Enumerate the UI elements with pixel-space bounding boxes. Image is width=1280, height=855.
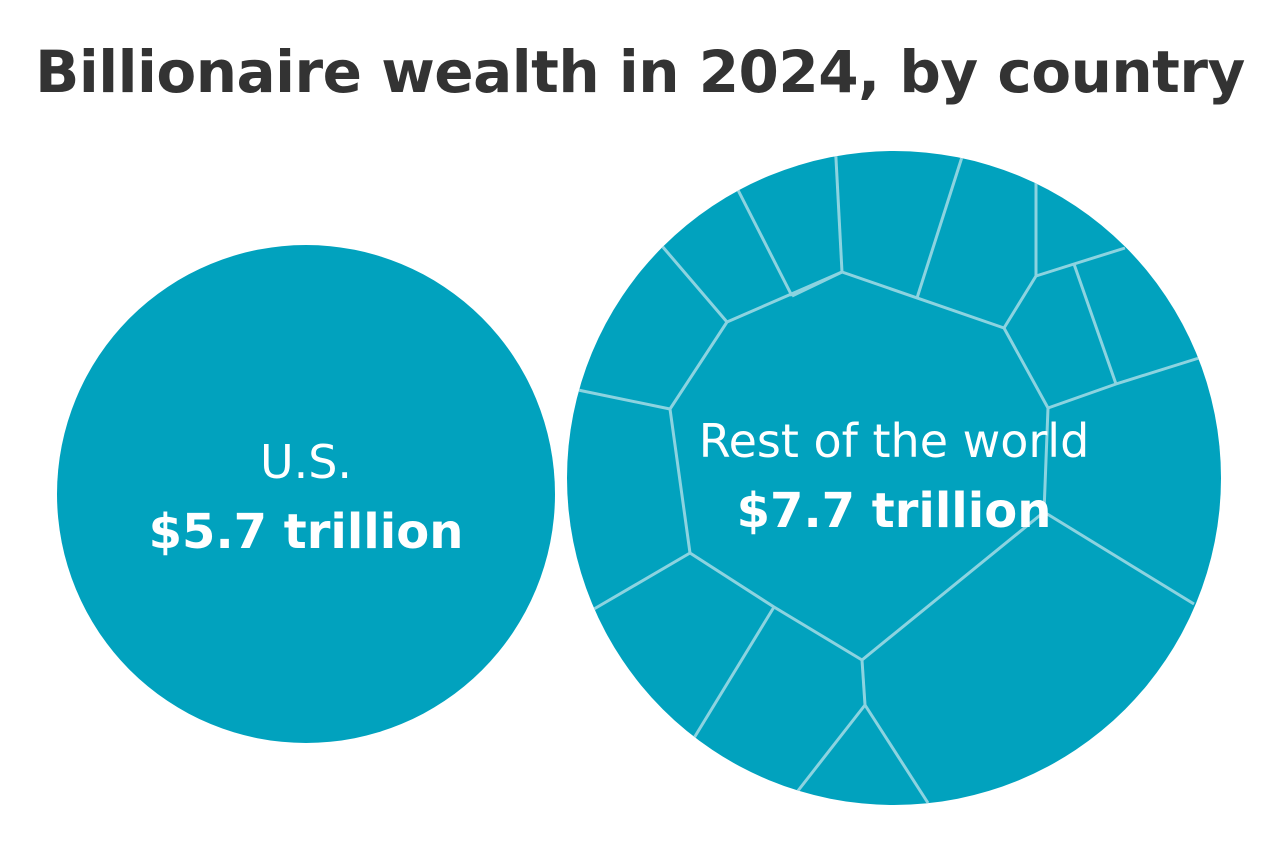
cell-divider [660,245,729,323]
cell-divider [736,189,794,297]
bubble-us-value-label: $5.7 trillion [149,504,464,560]
cell-divider [860,659,867,706]
cell-divider [833,151,844,273]
chart-title: Billionaire wealth in 2024, by country [35,38,1245,106]
cell-divider [593,551,691,611]
bubble-rest-of-world-name-label: Rest of the world [699,414,1090,468]
cell-divider [692,606,776,739]
bubble-us-name-label: U.S. [260,435,352,489]
cell-divider [1072,263,1118,385]
cell-divider [1043,510,1195,606]
central-cell-outline [668,270,1050,662]
cell-divider [863,704,930,804]
cell-divider [1002,246,1126,329]
cell-divider [915,156,964,299]
bubble-rest-of-world-value-label: $7.7 trillion [737,483,1052,539]
rest-of-world-cell-dividers [577,151,1200,804]
bubble-rest-of-world [567,151,1221,805]
cell-divider [791,270,843,298]
bubble-us [57,245,555,743]
cell-divider [1047,356,1200,410]
cell-divider [795,704,867,793]
cell-divider [577,388,671,411]
